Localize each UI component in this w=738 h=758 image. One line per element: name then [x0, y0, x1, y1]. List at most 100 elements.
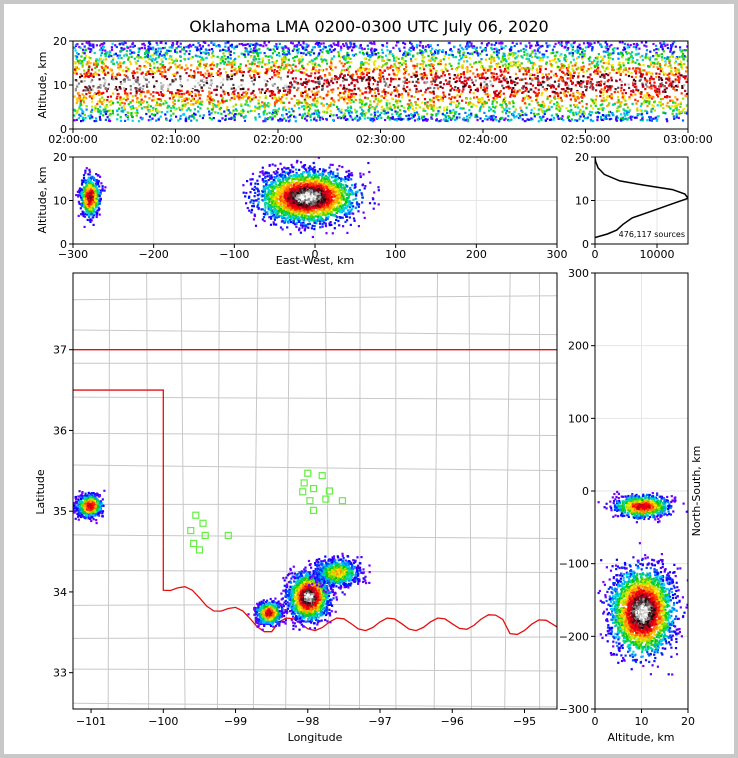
- time-altitude-cell: [256, 53, 259, 56]
- time-altitude-cell: [248, 105, 251, 108]
- time-altitude-cell: [377, 55, 380, 58]
- time-altitude-cell: [290, 83, 293, 86]
- time-altitude-cell: [431, 47, 434, 50]
- time-altitude-cell: [670, 70, 673, 73]
- time-altitude-cell: [470, 112, 473, 115]
- time-altitude-cell: [383, 80, 386, 83]
- time-altitude-cell: [596, 119, 599, 122]
- time-altitude-cell: [111, 112, 114, 115]
- time-altitude-cell: [358, 46, 361, 50]
- time-altitude-cell: [153, 82, 156, 85]
- time-altitude-cell: [196, 80, 199, 83]
- time-altitude-cell: [253, 75, 256, 78]
- time-altitude-cell: [539, 117, 542, 120]
- time-altitude-cell: [593, 41, 596, 45]
- time-altitude-cell: [635, 102, 638, 105]
- time-altitude-cell: [82, 117, 85, 120]
- time-altitude-cell: [92, 62, 96, 65]
- time-altitude-cell: [194, 45, 197, 49]
- time-altitude-cell: [188, 50, 191, 53]
- time-altitude-cell: [93, 120, 96, 123]
- time-altitude-cell: [101, 67, 104, 70]
- time-altitude-cell: [671, 83, 674, 86]
- time-altitude-cell: [151, 72, 155, 76]
- time-altitude-cell: [529, 118, 532, 121]
- time-altitude-cell: [534, 55, 537, 58]
- time-altitude-cell: [83, 118, 86, 121]
- time-altitude-cell: [252, 51, 255, 54]
- time-altitude-cell: [369, 55, 372, 58]
- time-altitude-cell: [418, 49, 422, 52]
- time-altitude-cell: [304, 115, 307, 118]
- time-altitude-cell: [513, 44, 516, 48]
- time-altitude-cell: [679, 101, 683, 104]
- time-altitude-cell: [343, 74, 346, 77]
- time-altitude-cell: [104, 67, 108, 70]
- time-altitude-cell: [165, 53, 168, 56]
- time-altitude-cell: [306, 63, 309, 66]
- time-altitude-cell: [119, 103, 122, 107]
- time-altitude-cell: [395, 44, 398, 47]
- time-altitude-cell: [171, 80, 174, 83]
- time-altitude-cell: [384, 94, 387, 98]
- time-altitude-cell: [419, 89, 422, 92]
- time-altitude-cell: [98, 60, 101, 63]
- time-altitude-cell: [406, 103, 409, 106]
- time-altitude-cell: [229, 50, 232, 53]
- time-altitude-cell: [448, 73, 451, 76]
- time-altitude-cell: [437, 51, 440, 54]
- time-altitude-cell: [648, 58, 651, 61]
- time-altitude-cell: [578, 43, 581, 46]
- time-altitude-cell: [88, 74, 91, 77]
- time-altitude-cell: [635, 46, 638, 49]
- time-altitude-cell: [512, 102, 515, 105]
- time-altitude-cell: [678, 72, 681, 75]
- time-altitude-cell: [320, 97, 323, 100]
- time-altitude-cell: [316, 93, 319, 96]
- time-altitude-cell: [640, 109, 643, 112]
- time-altitude-cell: [252, 49, 255, 52]
- time-altitude-cell: [549, 84, 552, 87]
- time-altitude-cell: [168, 57, 171, 60]
- time-altitude-cell: [646, 79, 649, 82]
- time-altitude-cell: [322, 97, 325, 100]
- time-altitude-cell: [305, 73, 308, 76]
- time-altitude-cell: [685, 92, 688, 96]
- time-altitude-cell: [404, 52, 408, 56]
- time-altitude-cell: [529, 46, 532, 49]
- time-altitude-cell: [320, 77, 323, 80]
- time-altitude-cell: [572, 75, 575, 78]
- time-altitude-cell: [74, 70, 77, 73]
- time-altitude-cell: [479, 105, 482, 108]
- time-altitude-cell: [560, 41, 563, 44]
- time-altitude-cell: [271, 117, 274, 121]
- time-altitude-cell: [155, 82, 158, 85]
- time-altitude-cell: [273, 69, 276, 72]
- time-altitude-cell: [110, 46, 113, 49]
- time-altitude-cell: [546, 97, 549, 101]
- time-altitude-cell: [85, 105, 88, 108]
- time-altitude-cell: [130, 51, 134, 54]
- time-altitude-cell: [555, 104, 558, 107]
- time-altitude-cell: [453, 96, 456, 99]
- time-altitude-cell: [615, 71, 618, 74]
- time-altitude-cell: [368, 58, 371, 61]
- time-altitude-cell: [577, 97, 580, 100]
- time-altitude-cell: [119, 98, 122, 101]
- time-altitude-cell: [623, 103, 626, 106]
- time-altitude-cell: [409, 50, 412, 53]
- time-altitude-cell: [590, 84, 593, 88]
- time-altitude-cell: [189, 109, 192, 112]
- time-altitude-cell: [499, 103, 502, 106]
- time-altitude-cell: [586, 82, 589, 85]
- time-altitude-cell: [396, 111, 399, 114]
- time-altitude-cell: [437, 112, 440, 115]
- time-altitude-cell: [425, 50, 428, 53]
- time-altitude-cell: [179, 55, 182, 58]
- time-altitude-cell: [567, 73, 570, 76]
- time-altitude-cell: [432, 106, 435, 109]
- time-altitude-cell: [441, 99, 444, 102]
- time-altitude-cell: [183, 98, 186, 101]
- time-altitude-cell: [150, 58, 153, 61]
- time-altitude-cell: [674, 66, 677, 70]
